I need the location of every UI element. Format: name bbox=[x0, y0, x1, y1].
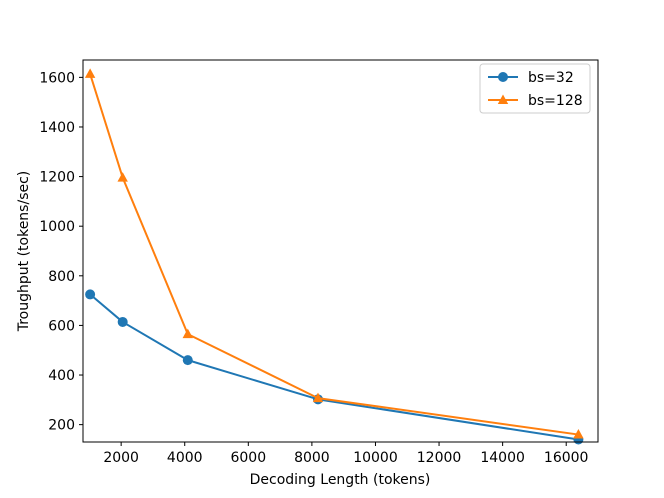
x-tick-label: 8000 bbox=[294, 450, 330, 466]
data-point-bs128 bbox=[182, 328, 193, 339]
data-point-bs128 bbox=[117, 172, 128, 182]
legend: bs=32 bs=128 bbox=[479, 63, 591, 114]
x-axis-label: Decoding Length (tokens) bbox=[250, 472, 431, 488]
y-tick-label: 1600 bbox=[39, 70, 75, 86]
y-tick-label: 600 bbox=[48, 318, 75, 334]
axes-frame bbox=[82, 59, 599, 443]
data-point-bs32 bbox=[117, 316, 128, 327]
x-tick-label: 4000 bbox=[167, 450, 203, 466]
x-axis-ticks: 2000 4000 6000 8000 10000 12000 14000 16000 bbox=[103, 442, 588, 466]
data-point-bs32 bbox=[182, 355, 193, 366]
legend-marker-bs32 bbox=[498, 72, 508, 82]
plot-area bbox=[84, 68, 584, 445]
y-tick-label: 800 bbox=[48, 269, 75, 285]
x-tick-label: 12000 bbox=[417, 450, 462, 466]
data-point-bs32 bbox=[85, 289, 96, 300]
y-tick-label: 1400 bbox=[39, 120, 75, 136]
y-tick-label: 400 bbox=[48, 368, 75, 384]
x-tick-label: 14000 bbox=[480, 450, 525, 466]
y-tick-label: 200 bbox=[48, 418, 75, 434]
x-tick-label: 6000 bbox=[230, 450, 266, 466]
series-line-bs128 bbox=[89, 73, 579, 436]
y-tick-label: 1000 bbox=[39, 219, 75, 235]
data-point-bs128 bbox=[573, 429, 584, 439]
y-tick-label: 1200 bbox=[39, 170, 75, 186]
x-tick-label: 10000 bbox=[353, 450, 398, 466]
legend-marker-bs128 bbox=[497, 94, 509, 104]
y-axis-ticks: 200 400 600 800 1000 1200 1400 1600 bbox=[39, 70, 83, 434]
data-point-bs128 bbox=[84, 68, 96, 78]
legend-label-bs128: bs=128 bbox=[528, 93, 583, 109]
data-point-bs128 bbox=[312, 392, 324, 403]
x-tick-label: 2000 bbox=[103, 450, 139, 466]
series-line-bs32 bbox=[89, 293, 579, 441]
x-tick-label: 16000 bbox=[544, 450, 589, 466]
y-axis-label: Troughput (tokens/sec) bbox=[16, 171, 32, 333]
legend-label-bs32: bs=32 bbox=[528, 70, 574, 86]
